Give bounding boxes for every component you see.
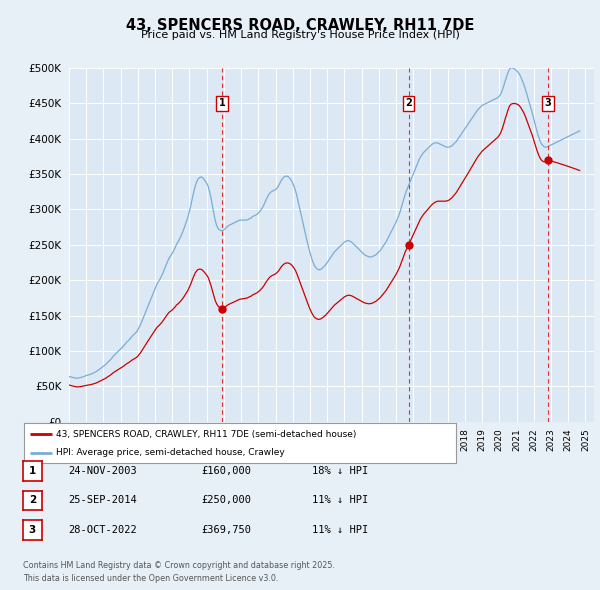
Text: 11% ↓ HPI: 11% ↓ HPI xyxy=(312,525,368,535)
Text: £250,000: £250,000 xyxy=(201,496,251,505)
Text: 1: 1 xyxy=(219,99,226,108)
Text: 3: 3 xyxy=(29,525,36,535)
Text: 2: 2 xyxy=(29,496,36,505)
Text: 1: 1 xyxy=(29,466,36,476)
Text: 24-NOV-2003: 24-NOV-2003 xyxy=(68,466,137,476)
Text: Contains HM Land Registry data © Crown copyright and database right 2025.
This d: Contains HM Land Registry data © Crown c… xyxy=(23,562,335,583)
Text: £369,750: £369,750 xyxy=(201,525,251,535)
Text: 43, SPENCERS ROAD, CRAWLEY, RH11 7DE (semi-detached house): 43, SPENCERS ROAD, CRAWLEY, RH11 7DE (se… xyxy=(56,430,357,439)
Text: 25-SEP-2014: 25-SEP-2014 xyxy=(68,496,137,505)
Text: 3: 3 xyxy=(545,99,551,108)
Text: £160,000: £160,000 xyxy=(201,466,251,476)
Text: 43, SPENCERS ROAD, CRAWLEY, RH11 7DE: 43, SPENCERS ROAD, CRAWLEY, RH11 7DE xyxy=(126,18,474,32)
Text: 18% ↓ HPI: 18% ↓ HPI xyxy=(312,466,368,476)
Text: 2: 2 xyxy=(405,99,412,108)
Text: 11% ↓ HPI: 11% ↓ HPI xyxy=(312,496,368,505)
Text: 28-OCT-2022: 28-OCT-2022 xyxy=(68,525,137,535)
Text: Price paid vs. HM Land Registry's House Price Index (HPI): Price paid vs. HM Land Registry's House … xyxy=(140,30,460,40)
Text: HPI: Average price, semi-detached house, Crawley: HPI: Average price, semi-detached house,… xyxy=(56,448,285,457)
